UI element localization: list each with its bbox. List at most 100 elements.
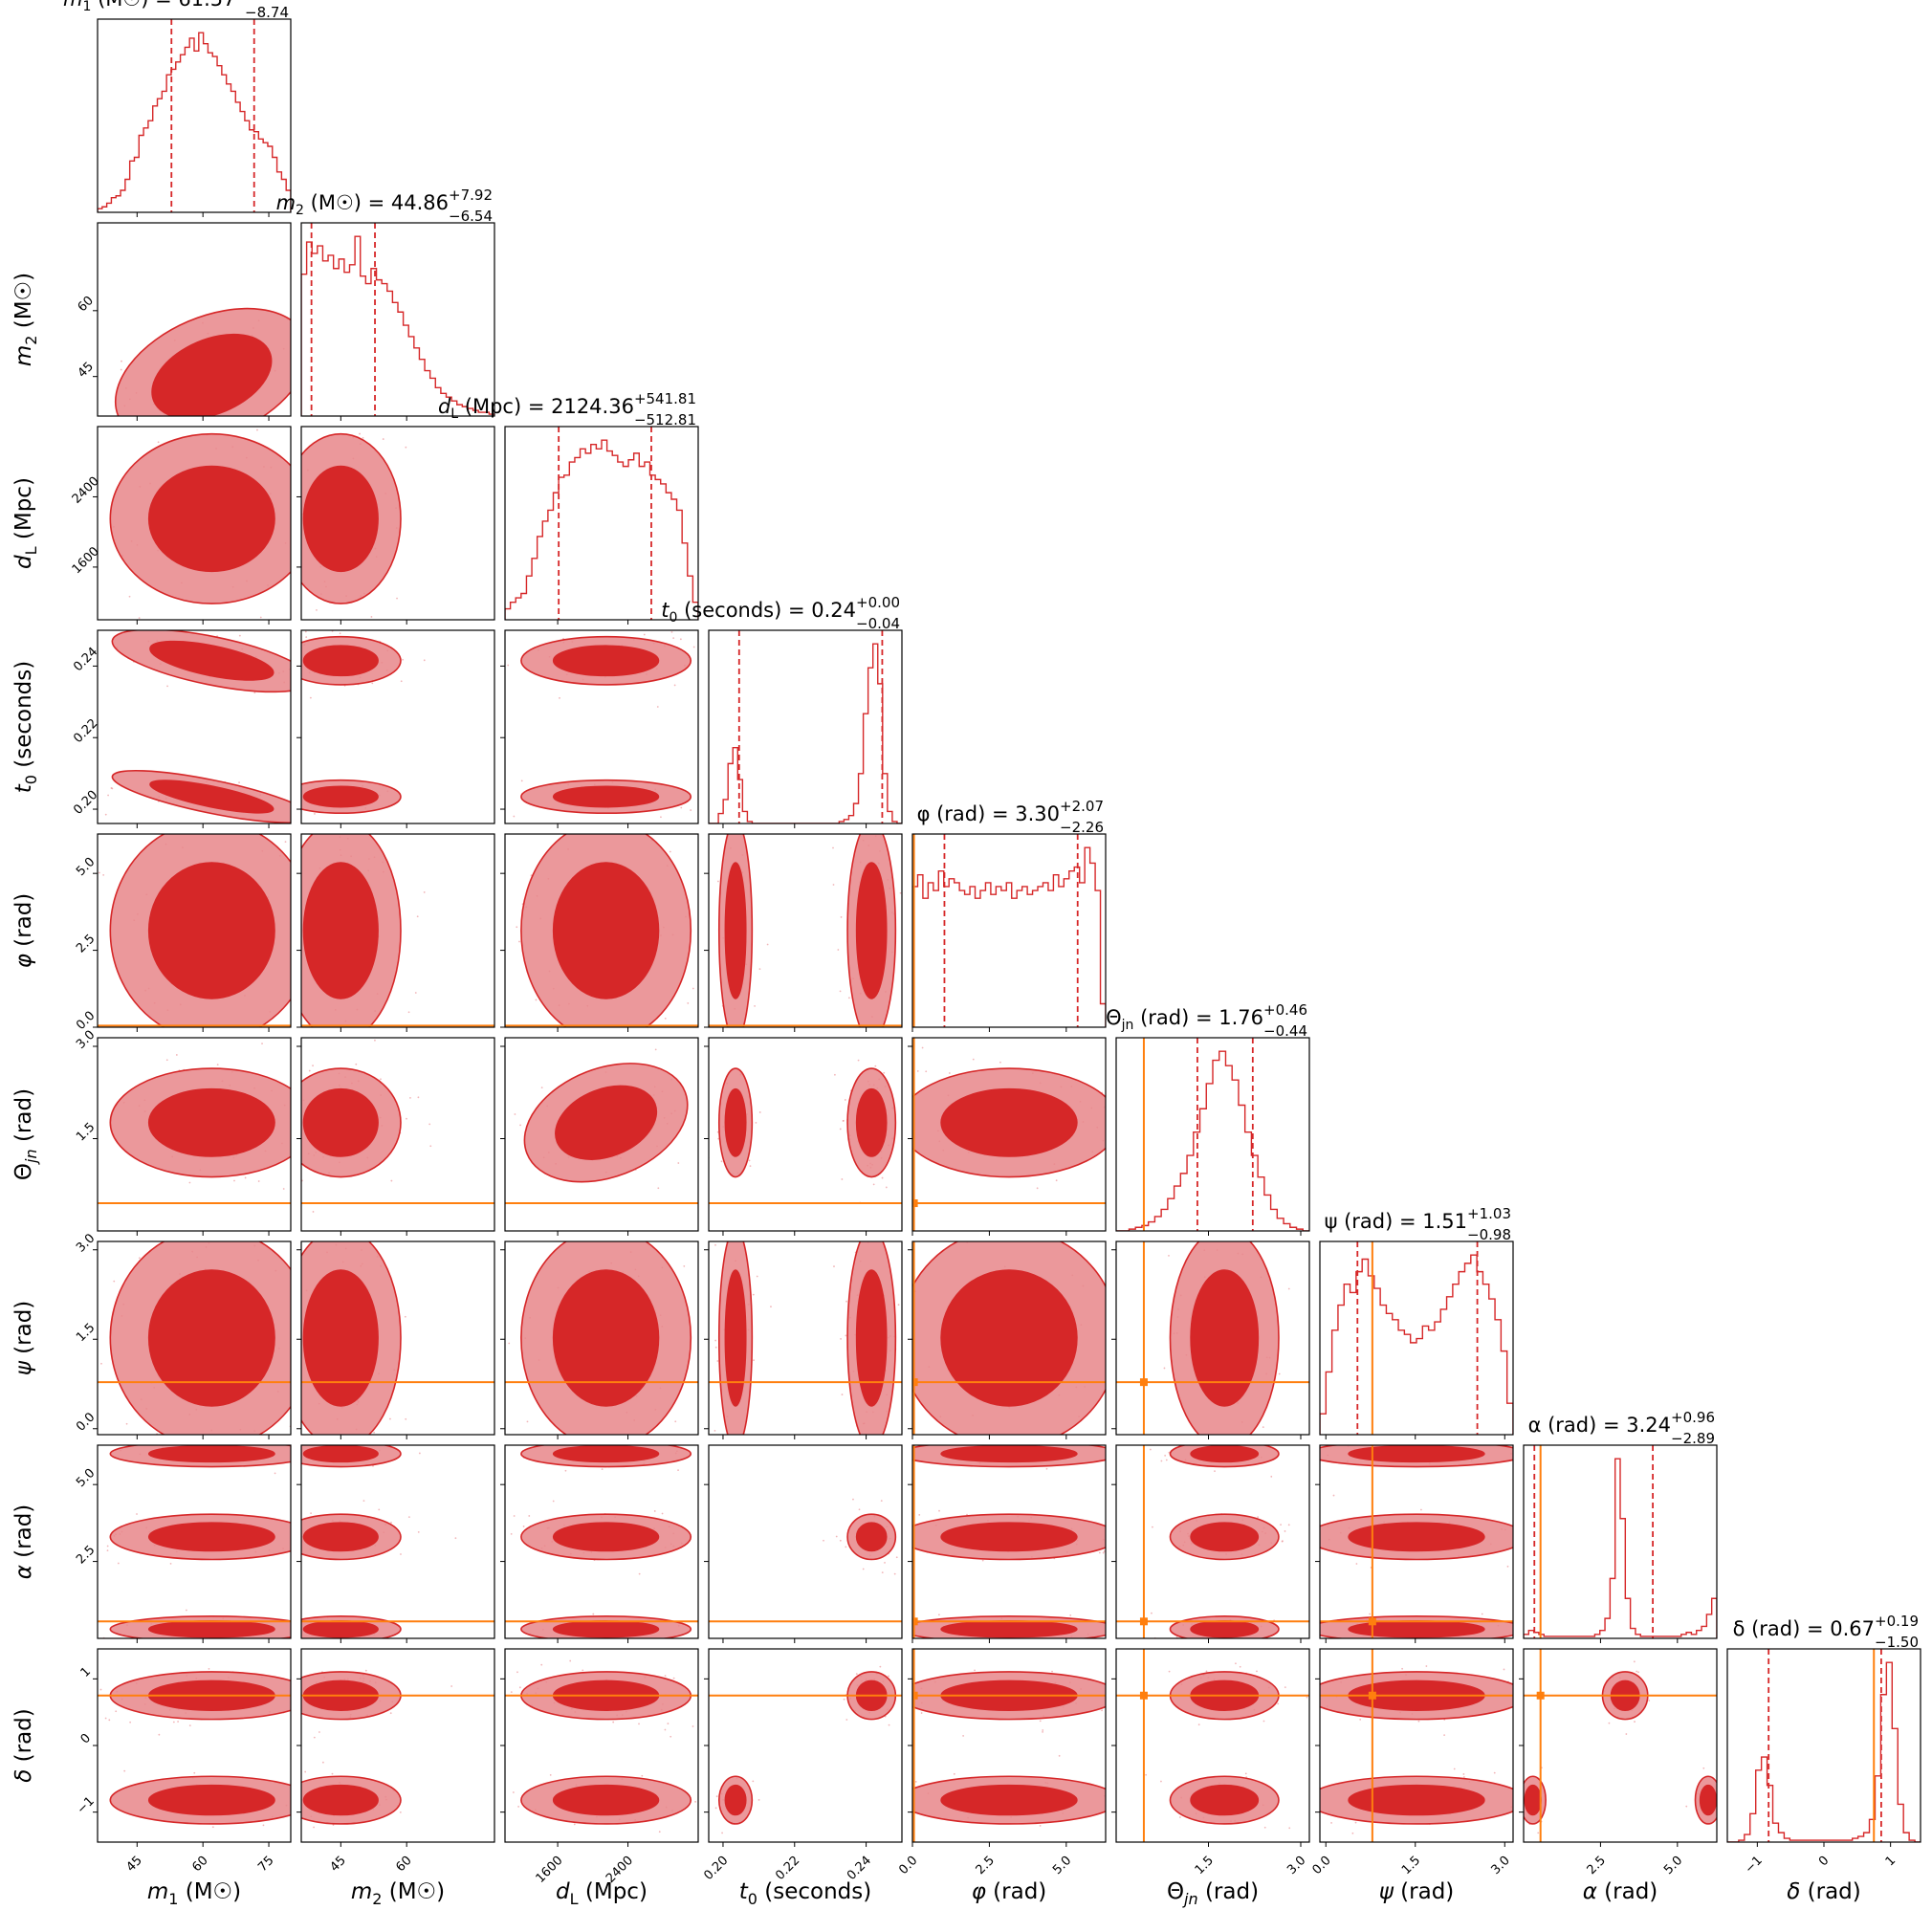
- scatter-point: [454, 1537, 457, 1540]
- contour-level-2: [940, 1445, 1078, 1463]
- scatter-point: [1228, 1441, 1230, 1443]
- scatter-point: [1527, 1525, 1529, 1526]
- x-tick-label: 1.5: [1399, 1854, 1423, 1877]
- scatter-point: [345, 1436, 347, 1438]
- scatter-point: [404, 1315, 406, 1318]
- scatter-point: [1103, 1550, 1106, 1552]
- scatter-point: [893, 1572, 896, 1575]
- scatter-point: [948, 1072, 951, 1074]
- scatter-point: [1287, 1287, 1290, 1290]
- panel-alpha-m1: 2.5 5.0: [74, 1444, 292, 1643]
- scatter-point: [510, 1691, 513, 1694]
- contour-level-2: [552, 1269, 660, 1407]
- scatter-point: [399, 340, 401, 341]
- scatter-point: [752, 1293, 755, 1296]
- scatter-point: [526, 1420, 529, 1423]
- scatter-point: [1535, 1554, 1537, 1556]
- scatter-point: [516, 926, 518, 929]
- scatter-point: [363, 829, 365, 831]
- truth-marker: [1536, 1691, 1545, 1700]
- title-minus-t0: −0.04: [856, 615, 900, 632]
- truth-marker: [1139, 1691, 1148, 1700]
- scatter-point: [573, 1823, 576, 1826]
- scatter-point: [552, 1500, 555, 1503]
- contour-level-2: [1190, 1620, 1260, 1638]
- scatter-point: [295, 1083, 296, 1085]
- scatter-point: [303, 1435, 305, 1437]
- y-tick-label: 0.20: [71, 788, 100, 818]
- contour-level-2: [724, 862, 747, 999]
- y-tick-label: 1: [78, 1664, 94, 1680]
- scatter-point: [883, 1071, 886, 1074]
- x-tick-label: 1: [1883, 1854, 1899, 1869]
- scatter-point: [716, 1131, 719, 1133]
- scatter-point: [286, 852, 288, 854]
- scatter-point: [1161, 1687, 1163, 1689]
- panel-t0-t0: t0 (seconds) = 0.24+0.00−0.04: [661, 594, 903, 828]
- x-tick-label: 5.0: [1661, 1854, 1685, 1877]
- scatter-point: [583, 1442, 585, 1444]
- scatter-point: [687, 1002, 690, 1004]
- scatter-point: [339, 632, 341, 635]
- scatter-point: [399, 1642, 401, 1644]
- scatter-point: [1151, 1612, 1153, 1614]
- title-psi: ψ (rad) = 1.51+1.03: [1325, 1205, 1511, 1233]
- scatter-point: [903, 1693, 905, 1695]
- scatter-point: [257, 1180, 260, 1182]
- scatter-point: [832, 846, 834, 849]
- scatter-point: [872, 1625, 874, 1627]
- scatter-point: [125, 821, 127, 823]
- scatter-point: [1224, 1489, 1226, 1491]
- scatter-point: [304, 1770, 307, 1773]
- scatter-point: [650, 822, 652, 823]
- scatter-point: [1149, 1448, 1152, 1451]
- scatter-point: [295, 669, 296, 670]
- truth-marker: [912, 1617, 918, 1626]
- scatter-point: [1313, 1626, 1315, 1628]
- scatter-point: [732, 1488, 734, 1490]
- contour-level-2: [940, 1620, 1078, 1638]
- scatter-point: [819, 1491, 821, 1493]
- scatter-point: [1648, 1700, 1651, 1701]
- scatter-point: [211, 1826, 214, 1829]
- scatter-point: [903, 1548, 905, 1549]
- panel-frame: [504, 1240, 699, 1436]
- scatter-point: [841, 1394, 844, 1395]
- scatter-point: [1313, 1548, 1315, 1549]
- scatter-point: [284, 841, 287, 844]
- scatter-point: [1101, 1709, 1103, 1712]
- scatter-point: [897, 1304, 900, 1306]
- scatter-point: [261, 1043, 263, 1045]
- scatter-point: [498, 672, 500, 674]
- scatter-point: [491, 936, 493, 938]
- scatter-point: [1312, 1700, 1314, 1701]
- scatter-point: [280, 1834, 282, 1836]
- panel-psi-m1: 0.0 1.5 3.0: [74, 1192, 292, 1439]
- scatter-point: [282, 1188, 285, 1190]
- contour-level-2: [302, 1784, 379, 1816]
- scatter-point: [753, 998, 755, 999]
- scatter-point: [714, 1339, 717, 1342]
- scatter-point: [1287, 1524, 1290, 1526]
- scatter-point: [1102, 1551, 1105, 1554]
- scatter-point: [750, 1536, 752, 1538]
- x-axis-label-m2: m2 (M☉): [351, 1879, 445, 1908]
- scatter-point: [701, 1095, 703, 1097]
- panel-m2-m1: 45 60: [76, 222, 401, 421]
- scatter-point: [931, 1183, 933, 1185]
- y-axis-label-phi: φ (rad): [11, 893, 36, 969]
- scatter-point: [513, 1515, 516, 1517]
- scatter-point: [638, 1723, 640, 1725]
- contour-level-2: [147, 1522, 275, 1552]
- scatter-point: [582, 1669, 584, 1672]
- scatter-point: [179, 1192, 181, 1194]
- scatter-point: [188, 1181, 191, 1184]
- scatter-point: [845, 1719, 848, 1721]
- scatter-point: [643, 1645, 645, 1647]
- scatter-point: [1141, 1319, 1143, 1321]
- scatter-point: [1443, 1734, 1446, 1737]
- scatter-point: [673, 684, 676, 687]
- scatter-point: [296, 957, 297, 959]
- scatter-point: [296, 1386, 298, 1388]
